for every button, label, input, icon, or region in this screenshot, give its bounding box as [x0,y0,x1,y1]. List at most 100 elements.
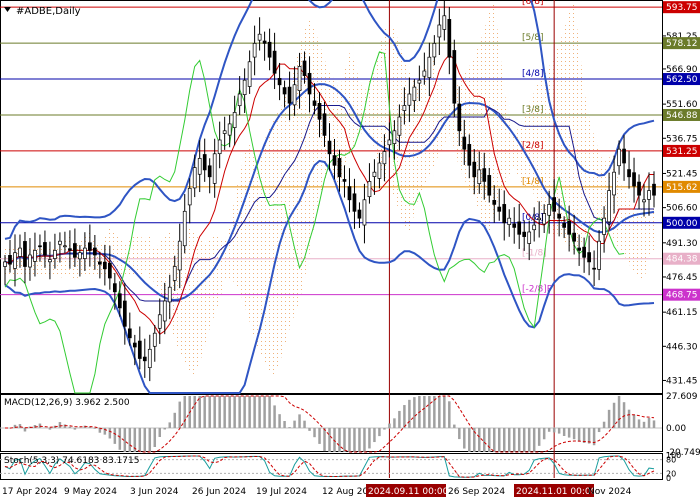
murrey-level-label: [2/8] [522,141,544,151]
candle-body [517,221,522,235]
candle-body [167,286,172,303]
candle-body [63,245,67,248]
price-tag-box [663,1,700,14]
candle-body [282,87,287,95]
macd-signal-line [4,395,655,453]
candle-body [492,200,497,205]
candle-body [317,102,322,120]
candle-body [142,356,147,362]
candle-body [642,199,646,203]
candle-body [147,348,152,368]
candle-body [43,242,47,256]
candle-body [53,250,57,259]
candle-body [347,186,352,201]
candle-body [652,183,656,196]
candle-body [582,246,586,258]
candle-body [637,181,641,196]
murrey-level-label: [-1/8] [522,249,547,259]
candle-body [612,171,616,196]
price-tag-label: 468.75 [666,291,698,301]
murrey-level-label: [-2/8]P [522,285,553,295]
candle-body [13,252,17,269]
price-axis-label: 476.45 [666,273,698,283]
candle-body [177,240,182,271]
candle-body [202,154,207,171]
candle-body [452,50,457,104]
candle-body [607,190,611,223]
candle-body [352,193,357,212]
candle-body [267,41,272,58]
candle-body [512,223,517,228]
candle-body [83,247,87,259]
candle-body [107,262,112,279]
stoch-title: Stoch(5,3,3) 74.6183 83.1715 [4,456,139,466]
date-tag-label: 2024.11.01 00:00 [516,487,597,497]
candle-body [38,245,42,248]
price-tag-label: 593.75 [666,3,698,13]
candle-body [302,60,307,76]
candle-body [93,247,97,256]
stoch-axis-label: 100 [666,451,681,460]
price-tag-label: 531.25 [666,147,698,157]
candle-body [8,255,12,265]
candle-body [577,247,581,251]
time-axis-label: Nov 2024 [588,487,632,497]
stoch-axis-label: 0 [666,474,671,483]
candle-body [357,209,362,219]
candle-body [432,43,437,58]
candle-body [152,332,157,347]
price-tag-box [663,288,700,301]
candle-body [307,72,312,95]
candle-body [68,248,72,251]
candle-body [367,181,372,198]
candle-body [207,165,212,178]
candle-body [272,50,277,74]
price-tag-box [663,37,700,50]
title-arrow-icon [4,7,11,12]
candle-body [482,168,487,182]
candle-body [78,252,82,260]
price-axis-label: 551.60 [666,100,698,110]
candle-body [162,300,167,322]
candle-body [477,169,482,184]
candle-body [542,213,547,225]
candle-body [397,116,402,136]
candle-body [98,261,102,265]
time-axis-label: 26 Sep 2024 [448,487,505,497]
price-tag-label: 562.50 [666,75,698,85]
stoch-signal-line [4,455,655,478]
candle-body [247,61,252,87]
candle-body [567,220,571,235]
price-tag-label: 484.38 [666,255,698,265]
macd-axis-label: 0.00 [666,424,686,434]
candle-body [212,153,217,184]
candle-body [587,252,591,263]
candle-body [522,231,527,237]
price-axis-label: 581.25 [666,32,698,42]
candle-body [48,259,52,263]
candle-body [312,100,317,106]
time-axis-label: 3 Jun 2024 [130,487,179,497]
candle-body [487,175,492,196]
price-tag-label: 578.12 [666,39,698,49]
candle-body [222,130,227,134]
candle-body [597,240,601,270]
chart-title: #ADBE,Daily [16,6,81,17]
candle-body [467,144,472,166]
price-tag-box [663,73,700,86]
candle-body [557,213,562,219]
candle-body [73,243,77,258]
candle-body [33,250,37,262]
candle-body [377,162,382,179]
candle-body [632,172,636,187]
candle-body [332,155,337,166]
price-axis-label: 536.75 [666,134,698,144]
candle-body [427,56,432,78]
candle-body [392,130,397,144]
candle-body [627,169,631,178]
candle-body [362,199,367,226]
candle-body [647,190,651,200]
price-tag-box [663,144,700,157]
